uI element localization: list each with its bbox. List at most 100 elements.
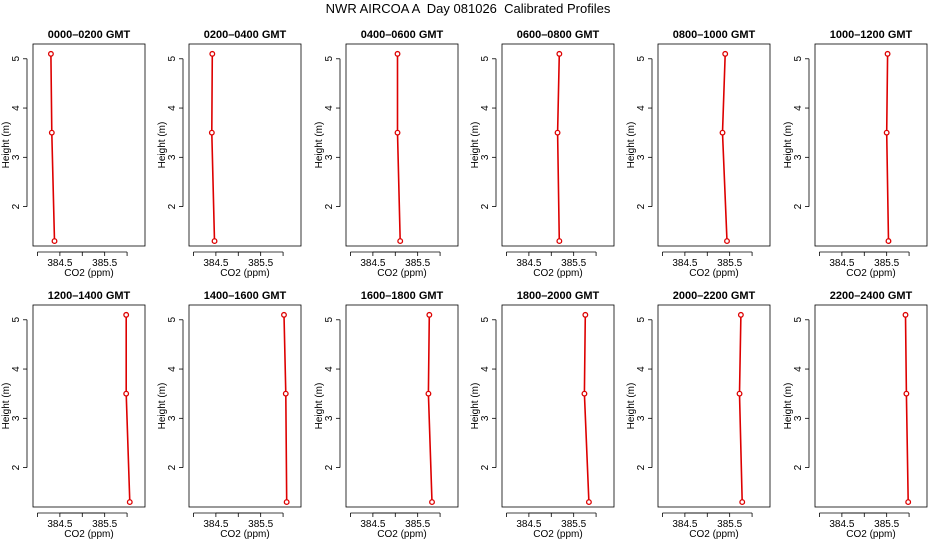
profile-line [50, 53, 56, 242]
y-tick-label: 4 [324, 366, 335, 372]
plot-frame [501, 43, 615, 247]
data-point [737, 311, 744, 318]
plot-frame [188, 43, 302, 247]
y-tick-label: 3 [167, 154, 178, 160]
y-tick-label: 5 [11, 56, 22, 62]
y-axis-label: Height (m) [783, 122, 794, 169]
x-axis-label: CO2 (ppm) [689, 268, 738, 279]
y-tick-label: 2 [11, 464, 22, 470]
y-tick-label: 5 [480, 317, 491, 323]
y-tick-label: 5 [793, 56, 804, 62]
y-tick-label: 5 [167, 317, 178, 323]
x-axis-label: CO2 (ppm) [64, 268, 113, 279]
panel-title: 1000–1200 GMT [830, 29, 913, 41]
x-axis-label: CO2 (ppm) [846, 268, 895, 279]
y-tick-label: 5 [793, 317, 804, 323]
x-tick-label: 385.5 [874, 258, 899, 269]
plot-frame [188, 304, 302, 508]
y-tick-label: 2 [167, 203, 178, 209]
y-tick-label: 5 [324, 56, 335, 62]
y-tick-label: 3 [636, 154, 647, 160]
data-point [397, 238, 404, 245]
y-axis-label: Height (m) [783, 383, 794, 430]
x-tick-label: 385.5 [248, 519, 273, 530]
x-tick-label: 385.5 [92, 519, 117, 530]
data-point [211, 238, 218, 245]
data-point [51, 238, 58, 245]
y-tick-label: 2 [480, 464, 491, 470]
panel-title: 0000–0200 GMT [48, 29, 131, 41]
y-tick-label: 3 [636, 415, 647, 421]
y-axis-label: Height (m) [626, 122, 637, 169]
y-axis-label: Height (m) [157, 122, 168, 169]
x-tick-label: 385.5 [561, 258, 586, 269]
y-tick-label: 2 [636, 203, 647, 209]
y-axis-label: Height (m) [157, 383, 168, 430]
data-point [903, 390, 910, 397]
panel-title: 2000–2200 GMT [673, 290, 756, 302]
panel-title: 1800–2000 GMT [517, 290, 600, 302]
data-point [209, 50, 216, 57]
y-tick-label: 5 [636, 317, 647, 323]
y-tick-label: 4 [324, 105, 335, 111]
y-tick-label: 2 [11, 203, 22, 209]
data-point [282, 390, 289, 397]
data-point [582, 311, 589, 318]
y-tick-label: 3 [324, 415, 335, 421]
panel-title: 1400–1600 GMT [204, 290, 287, 302]
plot-frame [814, 43, 928, 247]
panel-title: 0200–0400 GMT [204, 29, 287, 41]
y-tick-label: 4 [11, 366, 22, 372]
data-point [739, 499, 746, 506]
data-point [724, 238, 730, 245]
x-tick-label: 385.5 [717, 519, 742, 530]
plot-frame [657, 304, 771, 508]
data-point [736, 390, 743, 397]
page-title: NWR AIRCOA A Day 081026 Calibrated Profi… [325, 1, 611, 16]
x-axis-label: CO2 (ppm) [377, 529, 426, 540]
y-tick-label: 4 [167, 105, 178, 111]
x-tick-label: 385.5 [717, 258, 742, 269]
y-tick-label: 4 [167, 366, 178, 372]
plot-frame [32, 304, 146, 508]
y-tick-label: 3 [11, 154, 22, 160]
x-tick-label: 385.5 [405, 519, 430, 530]
panel-title: 1600–1800 GMT [361, 290, 444, 302]
plot-frame [501, 304, 615, 508]
y-tick-label: 3 [11, 415, 22, 421]
data-point [425, 390, 432, 397]
x-axis-label: CO2 (ppm) [533, 268, 582, 279]
y-tick-label: 2 [324, 203, 335, 209]
data-point [722, 50, 729, 57]
y-axis-label: Height (m) [470, 383, 481, 430]
data-point [585, 499, 592, 506]
profile-line [885, 53, 890, 242]
data-point [208, 129, 215, 136]
x-axis-label: CO2 (ppm) [533, 529, 582, 540]
y-tick-label: 3 [793, 415, 804, 421]
profile-line [210, 53, 216, 242]
data-point [581, 390, 588, 397]
y-tick-label: 3 [324, 154, 335, 160]
profile-line [583, 314, 590, 503]
data-point [47, 50, 54, 57]
panel-title: 0400–0600 GMT [361, 29, 444, 41]
data-point [426, 311, 433, 318]
profile-line [396, 53, 401, 242]
data-point [905, 499, 912, 506]
x-axis-label: CO2 (ppm) [220, 529, 269, 540]
plot-frame [345, 304, 459, 508]
x-tick-label: 384.5 [47, 519, 72, 530]
y-axis-label: Height (m) [314, 383, 325, 430]
data-point [556, 50, 563, 57]
